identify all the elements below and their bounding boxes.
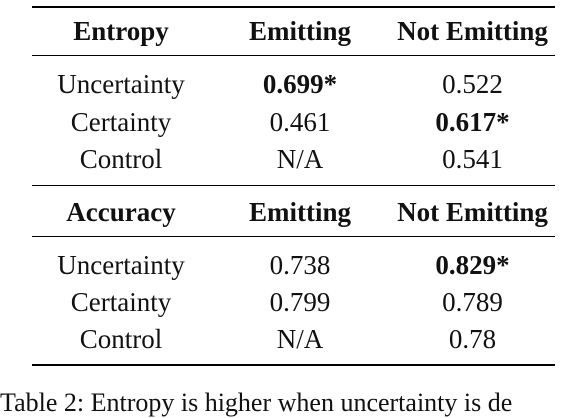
not-emitting-value: 0.829* [435,250,510,280]
bottom-rule [32,364,555,366]
table-caption: Table 2: Entropy is higher when uncertai… [0,388,513,417]
row-label: Control [79,144,163,174]
not-emitting-value: 0.617* [435,107,510,137]
header-emitting: Emitting [248,197,351,227]
header-metric: Entropy [73,16,169,46]
header-rule [32,236,555,237]
not-emitting-value: 0.78 [448,324,497,354]
not-emitting-value: 0.789 [442,287,503,317]
row-label: Uncertainty [57,69,185,99]
header-emitting: Emitting [248,16,351,46]
table-row: Certainty 0.461 0.617* [32,104,555,140]
row-label: Uncertainty [57,250,185,280]
header-not-emitting: Not Emitting [397,16,548,46]
table-header-row: Entropy Emitting Not Emitting [32,13,555,49]
emitting-value: N/A [276,144,324,174]
table-row: Uncertainty 0.699* 0.522 [32,66,555,102]
table-header-row: Accuracy Emitting Not Emitting [32,194,555,230]
table-row: Control N/A 0.78 [32,321,555,357]
header-not-emitting: Not Emitting [397,197,548,227]
top-rule [32,6,555,8]
row-label: Certainty [70,107,172,137]
emitting-value: 0.799 [269,287,331,317]
table-row: Uncertainty 0.738 0.829* [32,247,555,283]
table-row: Control N/A 0.541 [32,141,555,177]
section-rule [32,185,555,186]
emitting-value: 0.699* [262,69,338,99]
row-label: Control [79,324,163,354]
header-rule [32,55,555,56]
row-label: Certainty [70,287,172,317]
table-row: Certainty 0.799 0.789 [32,284,555,320]
header-metric: Accuracy [66,197,176,227]
emitting-value: N/A [276,324,324,354]
not-emitting-value: 0.541 [442,144,503,174]
not-emitting-value: 0.522 [442,69,503,99]
emitting-value: 0.738 [269,250,331,280]
emitting-value: 0.461 [269,107,331,137]
